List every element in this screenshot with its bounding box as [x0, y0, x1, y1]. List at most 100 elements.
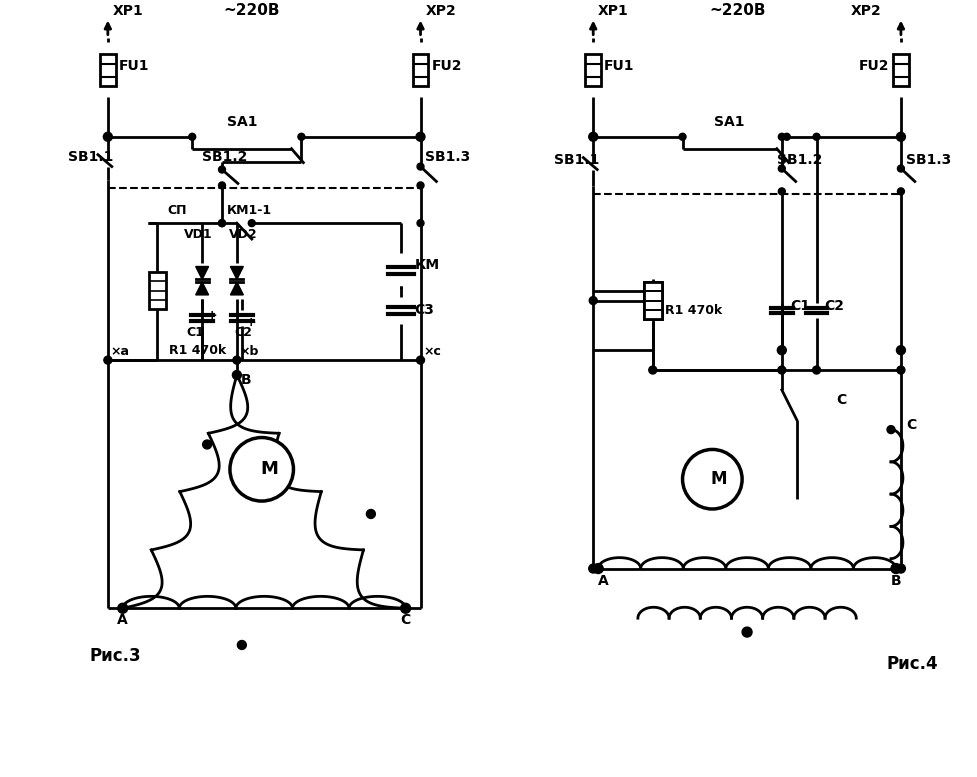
Circle shape — [777, 346, 786, 354]
Circle shape — [812, 134, 819, 141]
Text: С3: С3 — [414, 304, 434, 318]
Text: Рис.3: Рис.3 — [90, 646, 142, 665]
Text: ХР1: ХР1 — [112, 4, 144, 18]
Text: VD2: VD2 — [229, 228, 257, 241]
Circle shape — [896, 346, 905, 354]
Circle shape — [218, 166, 226, 173]
Circle shape — [117, 603, 128, 613]
Circle shape — [897, 165, 904, 172]
Text: ХР2: ХР2 — [425, 4, 455, 18]
Text: В: В — [890, 573, 901, 587]
Circle shape — [890, 563, 900, 573]
Bar — [584, 54, 601, 86]
Circle shape — [233, 371, 241, 379]
Circle shape — [416, 356, 424, 364]
Circle shape — [896, 132, 905, 141]
Text: ×a: ×a — [110, 345, 130, 358]
Text: SB1.2: SB1.2 — [202, 150, 247, 164]
Text: С1: С1 — [186, 326, 204, 340]
Text: ~220В: ~220В — [224, 2, 279, 18]
Text: +: + — [207, 309, 218, 322]
Circle shape — [104, 132, 112, 141]
Text: Рис.4: Рис.4 — [885, 655, 937, 673]
Circle shape — [778, 165, 785, 172]
Circle shape — [886, 426, 894, 434]
Circle shape — [366, 510, 375, 518]
Text: СП: СП — [167, 204, 187, 218]
Circle shape — [298, 134, 305, 141]
Text: С: С — [905, 417, 915, 432]
Text: С: С — [835, 393, 846, 407]
Bar — [100, 54, 115, 86]
Text: ХР1: ХР1 — [598, 4, 628, 18]
Text: С2: С2 — [234, 326, 251, 340]
Circle shape — [897, 188, 904, 195]
Circle shape — [778, 188, 785, 195]
Circle shape — [778, 134, 785, 141]
Text: SB1.1: SB1.1 — [68, 150, 113, 164]
Circle shape — [233, 356, 240, 364]
Text: R1 470k: R1 470k — [169, 343, 227, 357]
Text: КМ1-1: КМ1-1 — [227, 204, 272, 218]
Text: КМ: КМ — [414, 258, 440, 272]
Polygon shape — [231, 282, 243, 295]
Circle shape — [415, 132, 425, 141]
Text: С: С — [401, 613, 410, 627]
Circle shape — [202, 440, 211, 449]
Circle shape — [777, 366, 785, 374]
Circle shape — [896, 366, 904, 374]
Text: С1: С1 — [789, 298, 809, 312]
Text: С2: С2 — [824, 298, 843, 312]
Circle shape — [401, 603, 410, 613]
Text: FU1: FU1 — [604, 59, 634, 73]
Circle shape — [416, 163, 424, 170]
Circle shape — [812, 366, 820, 374]
Text: А: А — [117, 613, 128, 627]
Text: SA1: SA1 — [227, 115, 257, 129]
Circle shape — [237, 640, 246, 650]
Text: FU2: FU2 — [858, 59, 888, 73]
Circle shape — [678, 134, 685, 141]
Bar — [643, 282, 661, 319]
Text: М: М — [261, 460, 278, 479]
Text: ×b: ×b — [239, 345, 259, 358]
Text: SA1: SA1 — [714, 115, 744, 129]
Circle shape — [230, 437, 293, 501]
Text: В: В — [240, 373, 251, 387]
Circle shape — [588, 564, 597, 573]
Circle shape — [248, 220, 255, 227]
Circle shape — [593, 563, 603, 573]
Circle shape — [218, 220, 226, 227]
Bar — [412, 54, 428, 86]
Text: VD1: VD1 — [184, 228, 213, 241]
Text: SB1.1: SB1.1 — [553, 152, 598, 166]
Text: FU1: FU1 — [118, 59, 149, 73]
Circle shape — [896, 564, 905, 573]
Circle shape — [104, 356, 111, 364]
Circle shape — [589, 297, 597, 305]
Circle shape — [742, 627, 751, 637]
Circle shape — [218, 220, 226, 227]
Circle shape — [783, 134, 789, 141]
Circle shape — [189, 134, 195, 141]
Text: ×c: ×c — [423, 345, 441, 358]
Circle shape — [416, 182, 424, 189]
Bar — [643, 282, 661, 319]
Text: R1 470k: R1 470k — [664, 304, 721, 317]
Circle shape — [648, 366, 657, 374]
Bar — [892, 54, 908, 86]
Text: ХР2: ХР2 — [849, 4, 880, 18]
Circle shape — [682, 449, 742, 509]
Text: +: + — [245, 316, 256, 329]
Text: SB1.3: SB1.3 — [905, 152, 951, 166]
Bar — [149, 272, 166, 309]
Text: SB1.2: SB1.2 — [776, 152, 822, 166]
Polygon shape — [195, 267, 208, 280]
Polygon shape — [195, 282, 208, 295]
Polygon shape — [231, 267, 243, 280]
Circle shape — [218, 182, 226, 189]
Text: ~220В: ~220В — [708, 2, 765, 18]
Text: FU2: FU2 — [431, 59, 461, 73]
Circle shape — [416, 220, 424, 227]
Text: М: М — [709, 470, 726, 488]
